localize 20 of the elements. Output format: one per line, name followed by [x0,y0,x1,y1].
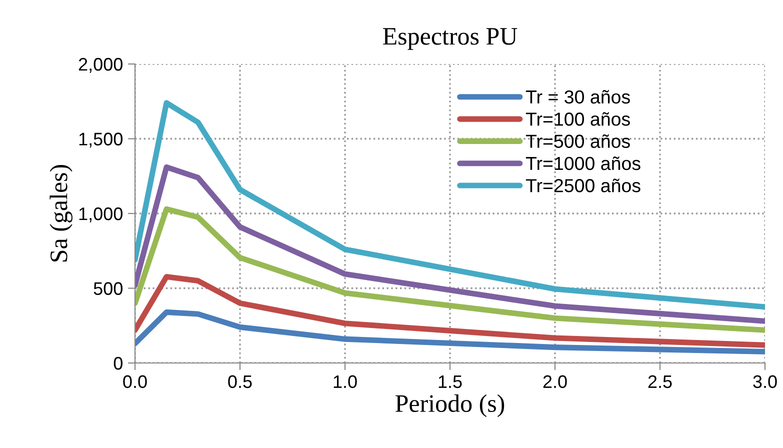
legend-label: Tr=1000 años [526,156,640,170]
legend-label: Tr=500 años [526,134,630,148]
x-tick-label: 1.0 [334,375,357,388]
y-tick-label: 1,500 [79,132,122,148]
y-tick-label: 1,000 [79,207,122,222]
x-tick-label: 2.5 [648,375,672,388]
y-axis-title: Sa (gales) [50,164,72,262]
y-tick-label: 2,000 [78,58,122,73]
x-tick-label: 1.5 [438,375,462,388]
x-tick-label: 2.0 [543,375,567,388]
x-tick-label: 0.5 [228,375,252,388]
x-tick-label: 3.0 [753,375,777,388]
y-tick-label: 0 [114,356,122,370]
legend-label: Tr=2500 años [526,178,640,192]
legend-label: Tr=100 años [526,112,630,126]
x-tick-label: 0.0 [123,375,147,388]
y-tick-label: 500 [94,282,122,295]
chart-title: Espectros PU [383,28,518,50]
x-axis-title: Periodo (s) [396,394,504,418]
legend-label: Tr = 30 años [526,90,630,104]
